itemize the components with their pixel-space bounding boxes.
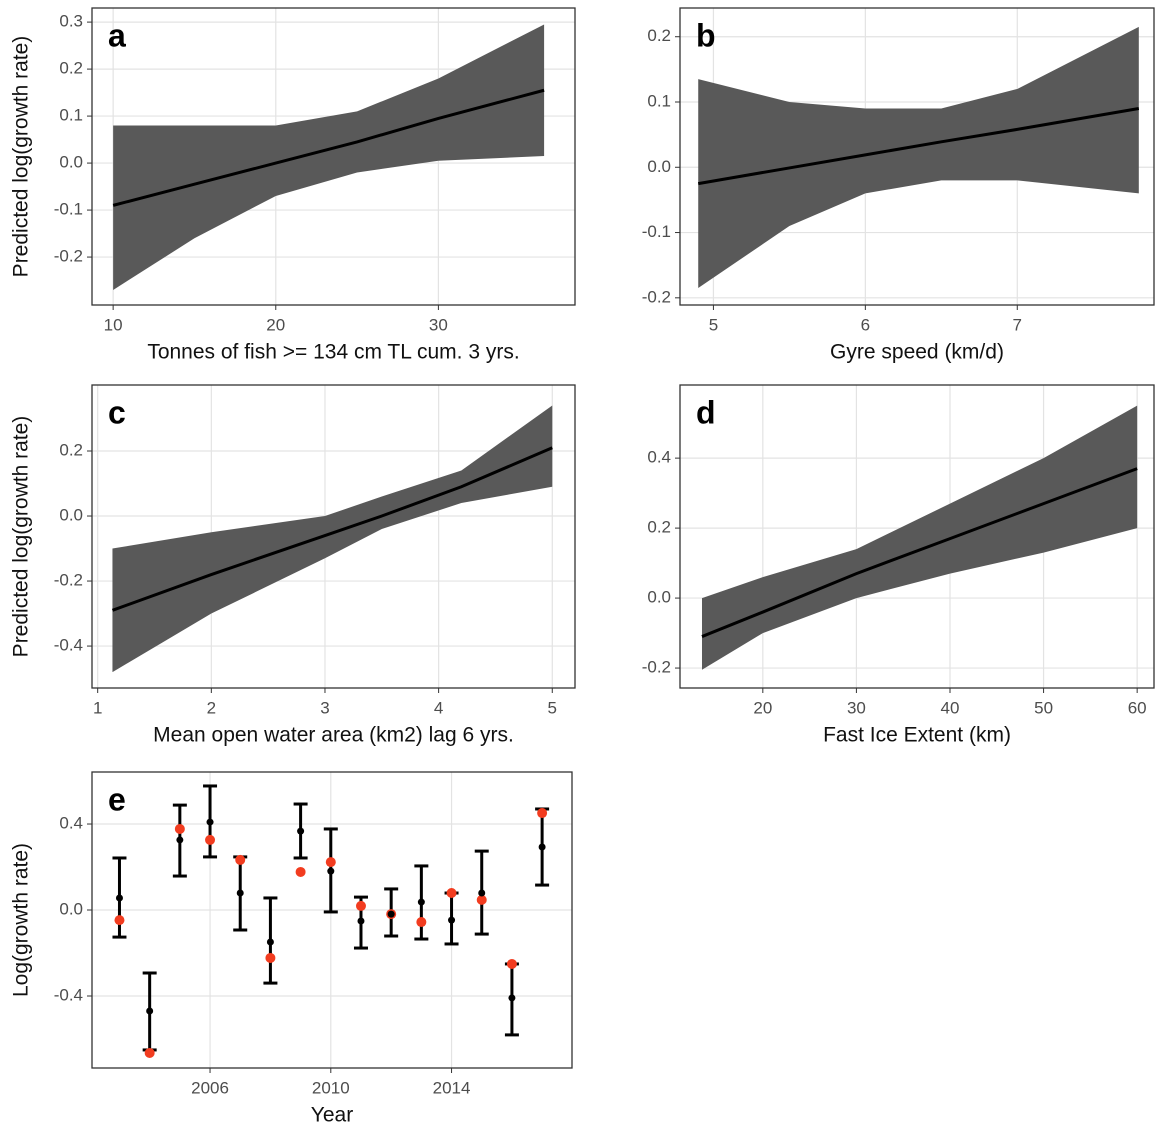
- observed-point: [265, 952, 276, 963]
- observed-point: [114, 915, 125, 926]
- plot-background: [92, 772, 572, 1068]
- x-tick-label: 20: [266, 315, 285, 334]
- y-tick-label: 0.1: [59, 106, 83, 125]
- panel-label: c: [108, 394, 126, 430]
- y-tick-label: 0.0: [59, 153, 83, 172]
- x-axis-label: Tonnes of fish >= 134 cm TL cum. 3 yrs.: [147, 341, 519, 364]
- y-tick-label: -0.2: [54, 247, 83, 266]
- x-tick-label: 30: [429, 315, 448, 334]
- y-tick-label: -0.1: [642, 222, 671, 241]
- estimate-point: [115, 894, 123, 902]
- observed-point: [476, 894, 487, 905]
- y-tick-label: -0.2: [642, 287, 671, 306]
- x-tick-label: 1: [93, 698, 102, 717]
- confidence-band: [698, 26, 1139, 289]
- x-tick-label: 30: [847, 698, 866, 717]
- y-tick-label: 0.2: [59, 59, 83, 78]
- confidence-band: [112, 405, 553, 673]
- y-axis-label: Predicted log(growth rate): [10, 416, 33, 658]
- fit-line: [701, 467, 1138, 638]
- estimate-point: [236, 889, 244, 897]
- x-axis-label: Mean open water area (km2) lag 6 yrs.: [153, 724, 514, 747]
- estimate-point: [176, 836, 184, 844]
- observed-point: [325, 857, 336, 868]
- estimate-point: [297, 827, 305, 835]
- x-axis-label: Gyre speed (km/d): [830, 341, 1004, 364]
- observed-point: [537, 808, 548, 819]
- y-tick-label: 0.0: [59, 899, 83, 918]
- y-axis-label: Log(growth rate): [10, 843, 33, 997]
- x-tick-label: 10: [104, 315, 123, 334]
- x-tick-label: 20: [753, 698, 772, 717]
- y-tick-label: 0.2: [647, 26, 671, 45]
- observed-point: [144, 1047, 155, 1058]
- estimate-point: [206, 818, 214, 826]
- plot-border: [91, 384, 576, 689]
- panel-label: e: [108, 781, 126, 817]
- estimate-point: [357, 917, 365, 925]
- y-tick-label: 0.2: [59, 440, 83, 459]
- panel-label: b: [696, 17, 716, 53]
- estimate-point: [266, 938, 274, 946]
- y-tick-label: -0.4: [54, 636, 83, 655]
- panel-label: d: [696, 394, 716, 430]
- x-tick-label: 2014: [433, 1078, 471, 1097]
- plot-border: [679, 384, 1155, 689]
- y-tick-label: 0.2: [647, 518, 671, 537]
- observed-point: [295, 866, 306, 877]
- fit-line: [112, 88, 545, 207]
- x-tick-label: 3: [320, 698, 329, 717]
- estimate-point: [146, 1007, 154, 1015]
- y-axis-label: Predicted log(growth rate): [10, 36, 33, 278]
- estimate-point: [478, 889, 486, 897]
- plot-border: [91, 771, 573, 1069]
- x-tick-label: 5: [548, 698, 557, 717]
- y-tick-label: 0.4: [647, 448, 671, 467]
- confidence-band: [113, 24, 545, 290]
- observed-point: [416, 917, 427, 928]
- x-tick-label: 4: [434, 698, 443, 717]
- observed-point: [446, 888, 457, 899]
- x-axis-label: Fast Ice Extent (km): [823, 724, 1011, 747]
- observed-point: [174, 823, 185, 834]
- x-tick-label: 2010: [312, 1078, 350, 1097]
- x-tick-label: 6: [861, 315, 870, 334]
- x-tick-label: 40: [941, 698, 960, 717]
- y-tick-label: 0.3: [59, 12, 83, 31]
- plot-border: [91, 7, 576, 306]
- y-tick-label: -0.4: [54, 985, 83, 1004]
- observed-point: [235, 854, 246, 865]
- estimate-point: [448, 916, 456, 924]
- estimate-point: [508, 994, 516, 1002]
- observed-point: [506, 958, 517, 969]
- y-tick-label: -0.1: [54, 200, 83, 219]
- plot-border: [679, 7, 1155, 306]
- estimate-point: [417, 898, 425, 906]
- y-tick-label: -0.2: [54, 571, 83, 590]
- y-tick-label: 0.0: [647, 157, 671, 176]
- fit-line: [697, 107, 1140, 186]
- estimate-point: [387, 910, 395, 918]
- y-tick-label: 0.4: [59, 814, 83, 833]
- panel-label: a: [108, 17, 126, 53]
- x-tick-label: 7: [1013, 315, 1022, 334]
- confidence-band: [701, 405, 1138, 670]
- x-tick-label: 50: [1034, 698, 1053, 717]
- y-tick-label: 0.0: [647, 588, 671, 607]
- x-tick-label: 5: [709, 315, 718, 334]
- y-tick-label: 0.1: [647, 91, 671, 110]
- y-tick-label: 0.0: [59, 506, 83, 525]
- observed-point: [205, 834, 216, 845]
- fit-line: [111, 446, 553, 612]
- estimate-point: [327, 867, 335, 875]
- x-axis-label: Year: [311, 1104, 353, 1127]
- y-tick-label: -0.2: [642, 658, 671, 677]
- estimate-point: [538, 843, 546, 851]
- x-tick-label: 60: [1128, 698, 1147, 717]
- observed-point: [355, 900, 366, 911]
- x-tick-label: 2: [207, 698, 216, 717]
- x-tick-label: 2006: [191, 1078, 229, 1097]
